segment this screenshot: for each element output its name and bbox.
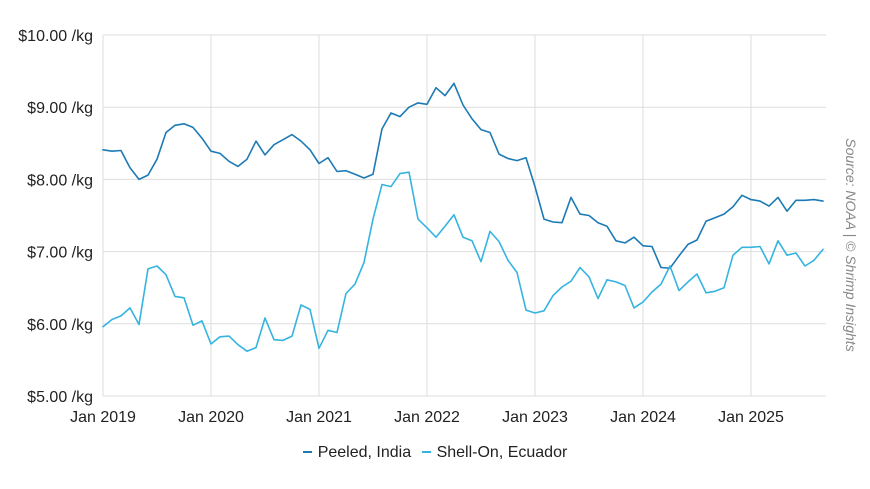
x-tick-label: Jan 2024 xyxy=(610,409,676,426)
y-tick-label: $6.00 /kg xyxy=(27,317,93,334)
x-tick-label: Jan 2019 xyxy=(70,409,136,426)
x-tick-label: Jan 2021 xyxy=(286,409,352,426)
y-tick-label: $7.00 /kg xyxy=(27,245,93,262)
source-note: Source: NOAA | © Shrimp Insights xyxy=(843,138,859,352)
legend-label-shell-on-ecuador: Shell-On, Ecuador xyxy=(436,444,568,461)
legend-item-peeled-india[interactable]: Peeled, India xyxy=(302,444,412,462)
gridlines xyxy=(102,34,826,397)
series-line-shell-on-ecuador[interactable] xyxy=(102,171,824,353)
x-tick-label: Jan 2025 xyxy=(718,409,784,426)
legend-swatch-shell-on-ecuador xyxy=(421,450,431,453)
x-tick-label: Jan 2023 xyxy=(502,409,568,426)
legend: Peeled, India Shell-On, Ecuador xyxy=(0,444,870,462)
x-tick-label: Jan 2022 xyxy=(394,409,460,426)
x-tick-label: Jan 2020 xyxy=(178,409,244,426)
legend-swatch-peeled-india xyxy=(302,450,312,453)
y-axis-ticks: $5.00 /kg $6.00 /kg $7.00 /kg $8.00 /kg $9.0… xyxy=(18,28,93,406)
x-axis-ticks: Jan 2019 Jan 2020 Jan 2021 Jan 2022 Jan 2023… xyxy=(70,409,784,426)
y-tick-label: $10.00 /kg xyxy=(18,28,93,45)
series-line-peeled-india[interactable] xyxy=(102,82,824,270)
y-tick-label: $9.00 /kg xyxy=(27,100,93,117)
y-tick-label: $8.00 /kg xyxy=(27,172,93,189)
series-lines xyxy=(102,82,824,353)
y-tick-label: $5.00 /kg xyxy=(27,389,93,406)
legend-label-peeled-india: Peeled, India xyxy=(317,444,412,461)
legend-item-shell-on-ecuador[interactable]: Shell-On, Ecuador xyxy=(421,444,568,462)
